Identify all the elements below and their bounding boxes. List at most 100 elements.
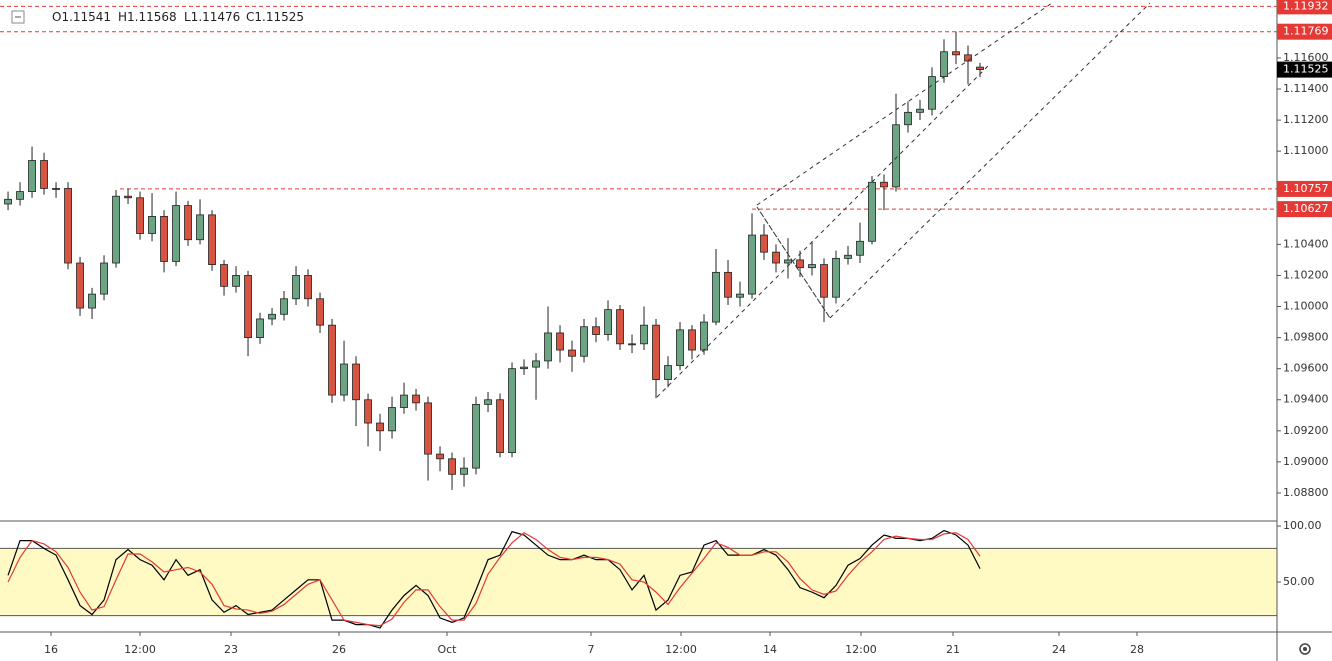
candle-body xyxy=(664,365,672,380)
candle-body xyxy=(892,124,900,188)
x-tick-label: 14 xyxy=(763,643,777,656)
candle-body xyxy=(484,399,492,405)
candle-body xyxy=(136,197,144,234)
x-tick-label: 12:00 xyxy=(124,643,156,656)
candle-body xyxy=(532,360,540,368)
channel-line xyxy=(656,63,991,398)
candle-body xyxy=(964,54,972,62)
candle-body xyxy=(40,160,48,189)
level-label: 1.11769 xyxy=(1283,25,1329,38)
y-tick-label: 1.11600 xyxy=(1283,51,1329,64)
candle-body xyxy=(340,363,348,396)
close-label: C1.11525 xyxy=(246,10,304,24)
y-tick-label: 1.09400 xyxy=(1283,393,1329,406)
channel-line xyxy=(756,2,1053,206)
x-tick-label: 23 xyxy=(224,643,238,656)
candle-body xyxy=(76,262,84,309)
x-tick-label: 7 xyxy=(587,643,594,656)
candle-body xyxy=(928,76,936,110)
candle-body xyxy=(436,453,444,460)
candle-body xyxy=(736,293,744,298)
candle-body xyxy=(640,324,648,345)
candle-body xyxy=(172,205,180,262)
y-tick-label: 1.10000 xyxy=(1283,300,1329,313)
candle-body xyxy=(904,111,912,126)
candle-body xyxy=(28,160,36,192)
x-tick-label: 12:00 xyxy=(665,643,697,656)
candle-body xyxy=(748,234,756,295)
ohlc-header: O1.11541 H1.11568 L1.11476 C1.11525 xyxy=(52,10,304,24)
gear-icon xyxy=(1299,643,1311,655)
candle-body xyxy=(832,257,840,298)
candle-body xyxy=(796,259,804,269)
drawings xyxy=(656,2,1151,398)
candle-body xyxy=(952,51,960,56)
y-tick-label: 50.00 xyxy=(1283,575,1315,588)
candle-body xyxy=(556,332,564,351)
stoch-line xyxy=(7,532,981,627)
y-tick-label: 1.09600 xyxy=(1283,362,1329,375)
candle-body xyxy=(280,298,288,315)
candle-body xyxy=(520,366,528,370)
candle-body xyxy=(388,407,396,432)
level-label: 1.10627 xyxy=(1283,202,1329,215)
y-tick-label: 1.10400 xyxy=(1283,237,1329,250)
candle-body xyxy=(472,404,480,469)
candle-body xyxy=(856,240,864,256)
x-tick-label: 21 xyxy=(946,643,960,656)
candle-body xyxy=(652,324,660,380)
candle-body xyxy=(700,321,708,351)
x-tick-label: 16 xyxy=(44,643,58,656)
candle-body xyxy=(160,216,168,262)
level-label: 1.10757 xyxy=(1283,182,1329,195)
candle-body xyxy=(676,329,684,366)
y-tick-label: 1.08800 xyxy=(1283,486,1329,499)
candle-body xyxy=(688,329,696,351)
level-tag xyxy=(1277,23,1332,40)
x-tick-label: 24 xyxy=(1052,643,1066,656)
candle-body xyxy=(16,191,24,200)
candle-body xyxy=(784,259,792,264)
candle-body xyxy=(868,181,876,242)
candle-body xyxy=(4,198,12,205)
y-tick-label: 100.00 xyxy=(1283,519,1322,532)
candle-body xyxy=(376,422,384,432)
open-label: O1.11541 xyxy=(52,10,111,24)
candle-body xyxy=(820,264,828,298)
candle-body xyxy=(880,181,888,188)
candle-body xyxy=(88,293,96,309)
gear-center xyxy=(1303,647,1307,651)
x-tick-label: 12:00 xyxy=(845,643,877,656)
candle-body xyxy=(808,264,816,269)
candle-body xyxy=(244,275,252,339)
candle-body xyxy=(52,188,60,190)
candle-body xyxy=(352,363,360,401)
last-price-tag xyxy=(1277,61,1332,78)
high-label: H1.11568 xyxy=(118,10,177,24)
candle-body xyxy=(724,271,732,298)
candle-body xyxy=(316,298,324,326)
y-tick-label: 1.11400 xyxy=(1283,82,1329,95)
candle-body xyxy=(940,51,948,77)
y-tick-label: 1.10200 xyxy=(1283,268,1329,281)
stoch-line xyxy=(7,529,981,629)
y-tick-label: 1.09000 xyxy=(1283,455,1329,468)
candle-body xyxy=(256,318,264,339)
level-label: 1.11932 xyxy=(1283,0,1329,12)
candle-body xyxy=(616,309,624,345)
candle-body xyxy=(460,467,468,475)
candle-body xyxy=(268,313,276,320)
candle-body xyxy=(304,275,312,300)
candle-body xyxy=(628,343,636,346)
candle-body xyxy=(124,195,132,199)
level-tag xyxy=(1277,180,1332,197)
candle-body xyxy=(148,216,156,234)
candle-body xyxy=(760,234,768,253)
settings-button[interactable] xyxy=(1299,643,1311,655)
candle-body xyxy=(364,399,372,424)
candle-body xyxy=(208,214,216,265)
candle-body xyxy=(508,368,516,453)
x-tick-label: 26 xyxy=(332,643,346,656)
candle-body xyxy=(64,188,72,264)
